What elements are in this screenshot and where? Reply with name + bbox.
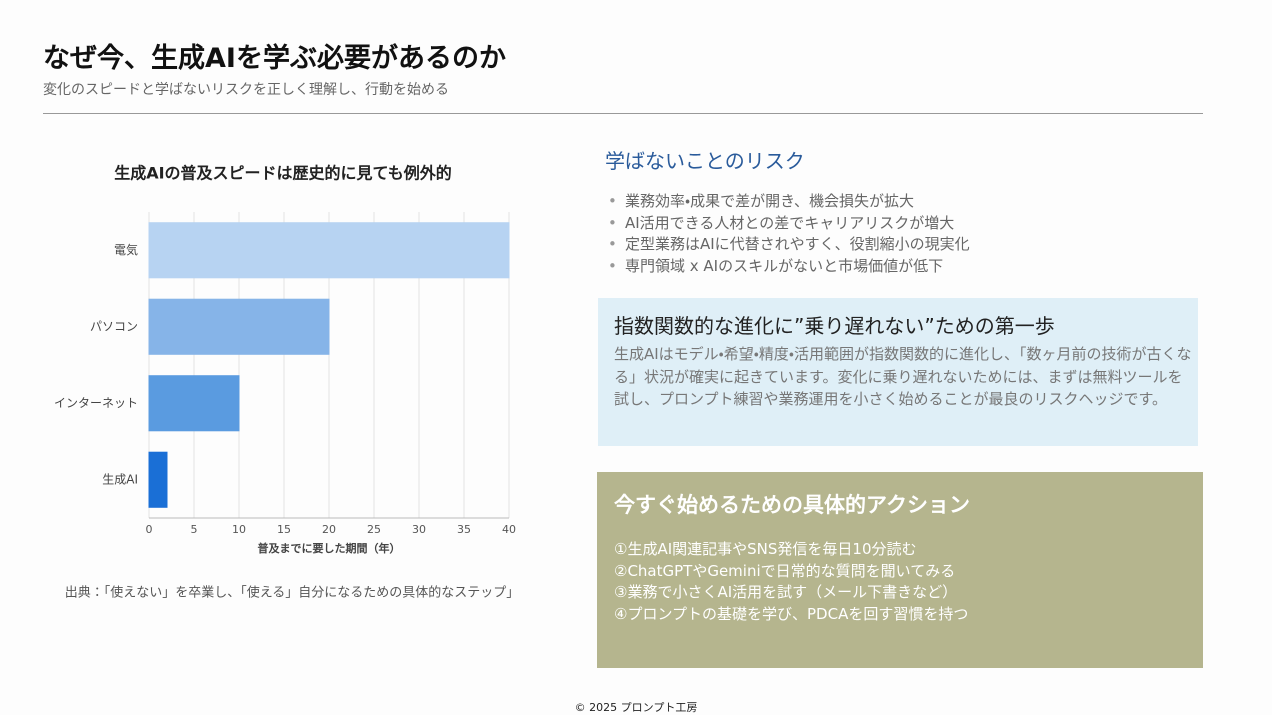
x-axis-label: 普及までに要した期間（年） [258, 541, 401, 555]
risk-list: 業務効率・成果で差が開き、機会損失が拡大AI活用できる人材との差でキャリアリスク… [608, 191, 970, 278]
risk-title: 学ばないことのリスク [605, 149, 805, 173]
action-item: ③業務で小さくAI活用を試す（メール下書きなど） [614, 583, 958, 602]
first-step-title: 指数関数的な進化に”乗り遅れない”ための第一歩 [614, 314, 1055, 338]
x-tick-label: 5 [191, 523, 198, 536]
risk-item: 業務効率・成果で差が開き、機会損失が拡大 [608, 191, 970, 213]
actions-list: ①生成AI関連記事やSNS発信を毎日10分読む ②ChatGPTやGeminiで日… [614, 539, 968, 625]
risk-item: AI活用できる人材との差でキャリアリスクが増大 [608, 213, 970, 235]
slide-subtitle: 変化のスピードと学ばないリスクを正しく理解し、行動を始める [43, 82, 449, 98]
x-tick-label: 15 [277, 523, 291, 536]
actions-title: 今すぐ始めるための具体的アクション [614, 493, 970, 517]
action-item: ④プロンプトの基礎を学び、PDCAを回す習慣を持つ [614, 604, 969, 623]
x-tick-label: 25 [367, 523, 381, 536]
x-tick-label: 35 [457, 523, 471, 536]
x-tick-label: 0 [146, 523, 153, 536]
first-step-box: 指数関数的な進化に”乗り遅れない”ための第一歩 生成AIはモデル・希望・精度・活… [598, 298, 1198, 446]
chart-title: 生成AIの普及スピードは歴史的に見ても例外的 [114, 164, 452, 183]
y-tick-label: 生成AI [102, 472, 138, 486]
risk-item: 専門領域 x AIのスキルがないと市場価値が低下 [608, 256, 970, 278]
bar [148, 298, 330, 355]
x-tick-label: 40 [502, 523, 516, 536]
source-note: 出典：「使えない」を卒業し、「使える」自分になるための具体的なステップ」 [65, 585, 520, 601]
actions-box: 今すぐ始めるための具体的アクション ①生成AI関連記事やSNS発信を毎日10分読… [597, 472, 1203, 668]
y-tick-label: 電気 [114, 242, 138, 257]
action-item: ①生成AI関連記事やSNS発信を毎日10分読む [614, 540, 917, 558]
slide-title: なぜ今、生成AIを学ぶ必要があるのか [43, 43, 506, 74]
divider [43, 113, 1203, 114]
y-tick-label: インターネット [54, 396, 138, 410]
x-tick-label: 30 [412, 523, 426, 536]
first-step-body: 生成AIはモデル・希望・精度・活用範囲が指数関数的に進化し、「数ヶ月前の技術が古… [614, 345, 1192, 408]
x-tick-label: 10 [232, 523, 246, 536]
bar [148, 451, 168, 508]
action-item: ②ChatGPTやGeminiで日常的な質問を聞いてみる [614, 561, 956, 580]
bar [148, 222, 510, 279]
x-tick-label: 20 [322, 523, 336, 536]
y-tick-label: パソコン [90, 319, 138, 333]
risk-item: 定型業務はAIに代替されやすく、役割縮小の現実化 [608, 234, 970, 256]
footer: © 2025 プロンプト工房 [574, 701, 698, 714]
bar [148, 375, 240, 432]
